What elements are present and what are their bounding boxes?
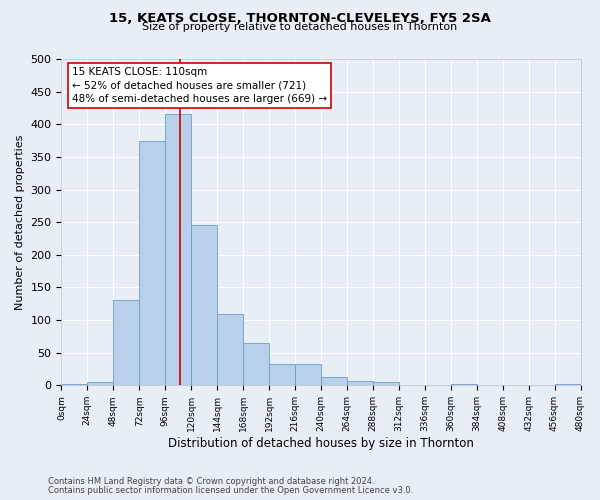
Bar xyxy=(269,364,295,386)
Bar xyxy=(295,364,321,386)
Bar xyxy=(347,381,373,386)
Bar xyxy=(451,384,476,386)
Y-axis label: Number of detached properties: Number of detached properties xyxy=(15,134,25,310)
Text: 15 KEATS CLOSE: 110sqm
← 52% of detached houses are smaller (721)
48% of semi-de: 15 KEATS CLOSE: 110sqm ← 52% of detached… xyxy=(72,67,327,104)
Bar xyxy=(113,300,139,386)
Bar xyxy=(165,114,191,386)
Text: Size of property relative to detached houses in Thornton: Size of property relative to detached ho… xyxy=(142,22,458,32)
Bar xyxy=(373,382,399,386)
Text: Contains public sector information licensed under the Open Government Licence v3: Contains public sector information licen… xyxy=(48,486,413,495)
Bar xyxy=(139,140,165,386)
Bar xyxy=(88,382,113,386)
Bar xyxy=(191,226,217,386)
Text: Contains HM Land Registry data © Crown copyright and database right 2024.: Contains HM Land Registry data © Crown c… xyxy=(48,477,374,486)
X-axis label: Distribution of detached houses by size in Thornton: Distribution of detached houses by size … xyxy=(168,437,474,450)
Bar xyxy=(243,343,269,386)
Text: 15, KEATS CLOSE, THORNTON-CLEVELEYS, FY5 2SA: 15, KEATS CLOSE, THORNTON-CLEVELEYS, FY5… xyxy=(109,12,491,26)
Bar xyxy=(217,314,243,386)
Bar xyxy=(321,377,347,386)
Bar xyxy=(554,384,581,386)
Bar xyxy=(61,384,88,386)
